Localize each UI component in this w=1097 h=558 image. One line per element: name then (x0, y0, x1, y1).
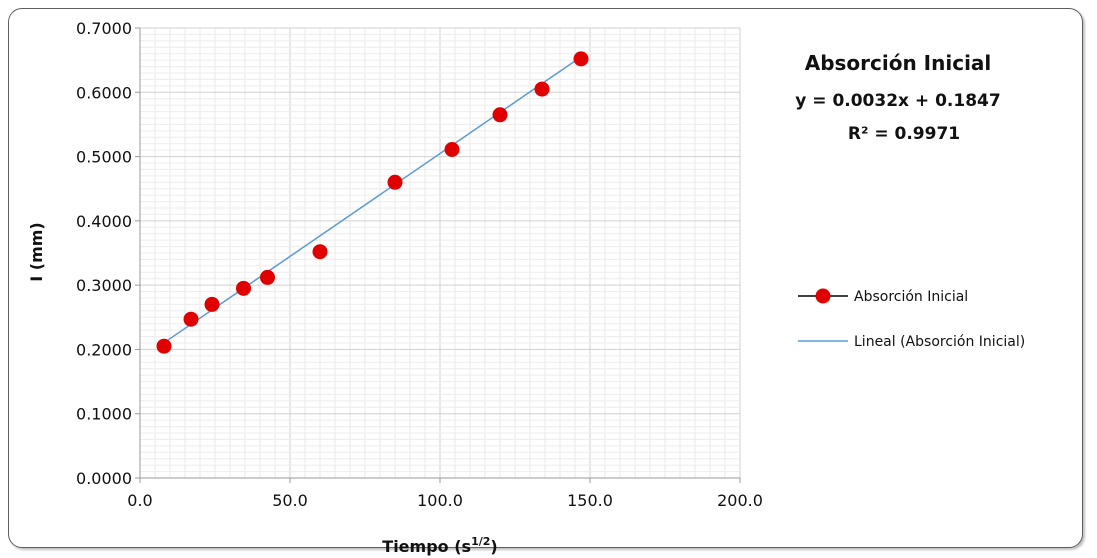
legend: Absorción Inicial Lineal (Absorción Inic… (798, 288, 1025, 350)
grid (139, 27, 741, 479)
trendline-layer (163, 56, 582, 344)
y-tick-label: 0.3000 (76, 276, 132, 295)
x-axis-label-end: ) (490, 537, 497, 556)
x-axis-label-main: Tiempo (s (382, 537, 471, 556)
legend-item-trend: Lineal (Absorción Inicial) (854, 334, 1025, 350)
data-point (534, 81, 550, 97)
data-point (492, 107, 508, 123)
data-point (260, 269, 275, 285)
legend-marker-dot (815, 288, 831, 304)
x-tick-label: 50.0 (272, 491, 308, 510)
axes: 0.0000 0.1000 0.2000 0.3000 0.4000 0.5000 0.60… (76, 19, 763, 510)
annotation-equation: y = 0.0032x + 0.1847 (795, 91, 1000, 111)
annotation-title: Absorción Inicial (805, 51, 992, 75)
data-point (204, 296, 220, 312)
x-tick-label: 150.0 (567, 491, 613, 510)
x-axis-label-sup: 1/2 (471, 535, 490, 548)
data-point (312, 244, 328, 260)
y-tick-label: 0.0000 (76, 469, 132, 488)
data-point (183, 311, 199, 327)
data-point (387, 174, 403, 190)
y-tick-label: 0.2000 (76, 340, 132, 359)
x-tick-label: 200.0 (717, 491, 763, 510)
y-tick-label: 0.4000 (76, 212, 132, 231)
legend-item-series: Absorción Inicial (854, 289, 968, 305)
annotation-r2: R² = 0.9971 (848, 124, 960, 144)
y-axis-label: I (mm) (27, 222, 46, 282)
x-axis-label: Tiempo (s1/2) (382, 535, 497, 556)
data-point (156, 338, 172, 354)
data-point (236, 280, 251, 296)
data-point (444, 142, 460, 157)
y-tick-label: 0.7000 (76, 19, 132, 38)
data-points (156, 51, 589, 354)
x-tick-label: 0.0 (127, 491, 152, 510)
x-tick-label: 100.0 (417, 491, 463, 510)
y-tick-label: 0.6000 (76, 83, 132, 102)
trendline (163, 56, 582, 344)
data-point (573, 51, 589, 67)
y-tick-label: 0.5000 (76, 148, 132, 167)
y-tick-label: 0.1000 (76, 405, 132, 424)
